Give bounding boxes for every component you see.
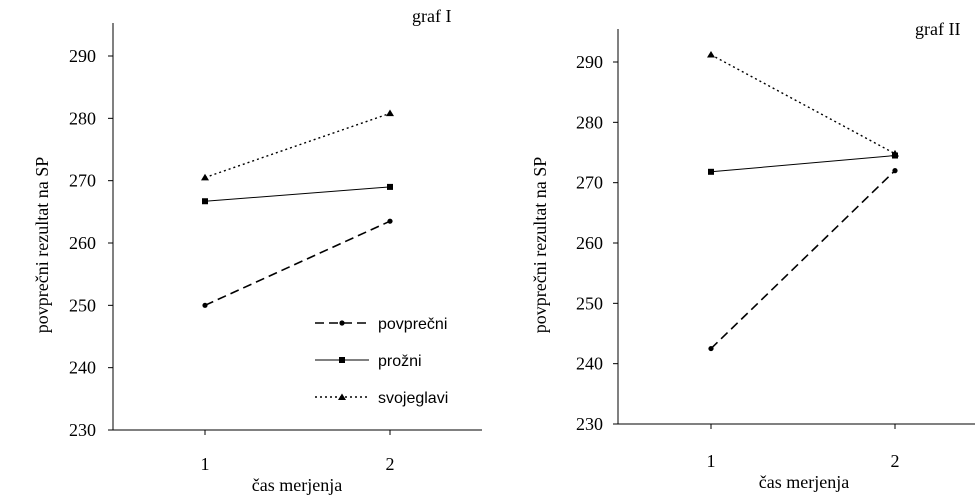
series-group: [707, 50, 899, 352]
y-tick-label: 270: [69, 171, 96, 191]
series-line-2: [204, 112, 391, 179]
data-point-s1-p1: [387, 183, 393, 190]
y-axis-label: povprečni rezultat na SP: [32, 157, 52, 333]
data-point-s0-p1: [892, 168, 898, 174]
y-tick-label: 250: [69, 295, 96, 315]
legend: povprečni prožni svojeglavi: [315, 316, 448, 407]
legend-item-povprecni: povprečni: [315, 316, 447, 333]
chart-graf-i: graf I povprečni rezultat na SP čas merj…: [32, 6, 482, 495]
x-tick-label: 1: [201, 454, 210, 474]
chart-graf-ii: graf II povprečni rezultat na SP čas mer…: [530, 19, 975, 492]
y-tick-label: 250: [576, 293, 603, 313]
legend-item-prozni: prožni: [315, 353, 422, 370]
y-tick-label: 230: [576, 414, 603, 434]
x-tick-label: 1: [707, 451, 716, 471]
y-tick-label: 260: [576, 233, 603, 253]
data-point-s2-p0: [201, 173, 209, 181]
y-tick-label: 290: [576, 52, 603, 72]
y-tick-label: 290: [69, 46, 96, 66]
legend-label: povprečni: [378, 316, 447, 333]
legend-label: prožni: [378, 353, 422, 370]
chart-title: graf II: [915, 19, 960, 39]
data-point-s1-p0: [708, 168, 714, 175]
y-axis-label: povprečni rezultat na SP: [530, 157, 550, 333]
x-tick-label: 2: [891, 451, 900, 471]
y-ticks: 230 240 250 260 270 280 290: [576, 52, 618, 434]
data-point-s2-p1: [891, 149, 899, 157]
series-line-1: [204, 186, 391, 202]
series-line-1: [710, 155, 896, 173]
y-tick-label: 280: [69, 108, 96, 128]
x-axis-label: čas merjenja: [759, 472, 849, 492]
y-ticks: 230 240 250 260 270 280 290: [69, 46, 113, 440]
y-tick-label: 240: [69, 358, 96, 378]
y-tick-label: 240: [576, 354, 603, 374]
x-axis-label: čas merjenja: [252, 475, 342, 495]
data-point-s2-p1: [386, 109, 394, 117]
series-line-0: [710, 170, 896, 350]
series-group: [201, 109, 394, 308]
chart-title: graf I: [412, 6, 451, 26]
y-tick-label: 280: [576, 112, 603, 132]
data-point-s1-p0: [202, 198, 208, 205]
data-point-s0-p0: [202, 302, 208, 308]
data-point-s0-p0: [708, 345, 714, 352]
legend-item-svojeglavi: svojeglavi: [315, 390, 448, 407]
legend-label: svojeglavi: [378, 390, 448, 407]
series-line-0: [204, 220, 391, 307]
y-tick-label: 260: [69, 233, 96, 253]
x-tick-label: 2: [386, 454, 395, 474]
y-tick-label: 230: [69, 420, 96, 440]
data-point-s0-p1: [387, 218, 393, 224]
y-tick-label: 270: [576, 173, 603, 193]
series-line-2: [710, 54, 896, 155]
data-point-s2-p0: [707, 50, 715, 58]
